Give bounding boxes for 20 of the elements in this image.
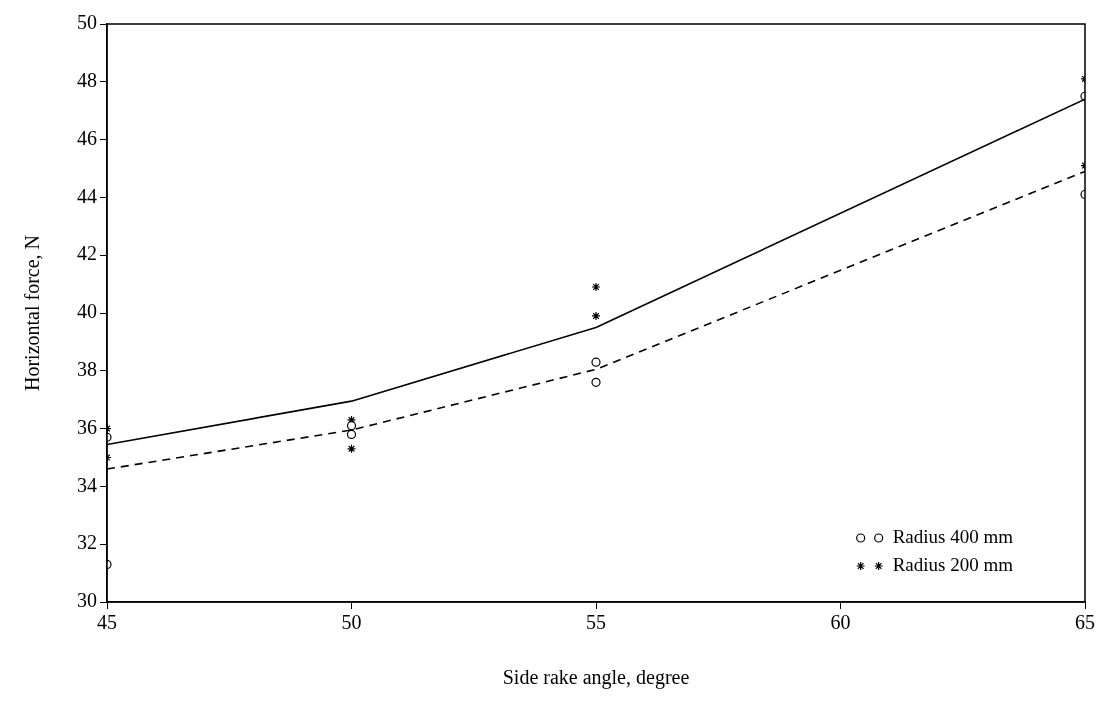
y-tick-label: 48 — [77, 69, 97, 92]
y-tick-label: 44 — [77, 184, 97, 207]
legend-label: Radius 400 mm — [892, 525, 1014, 547]
x-tick-label: 45 — [97, 611, 117, 634]
y-tick-label: 34 — [77, 473, 97, 496]
y-tick-label: 50 — [77, 11, 97, 34]
y-axis-title: Horizontal force, N — [21, 234, 44, 392]
legend-label: Radius 200 mm — [892, 553, 1014, 575]
x-tick-label: 60 — [830, 611, 851, 634]
x-tick-label: 50 — [341, 611, 362, 634]
y-tick-label: 42 — [77, 242, 97, 265]
x-axis-title: Side rake angle, degree — [502, 666, 690, 690]
x-tick-label: 55 — [586, 611, 606, 634]
y-tick-label: 30 — [77, 589, 97, 612]
y-tick-label: 40 — [77, 300, 97, 323]
y-tick-label: 46 — [77, 126, 97, 149]
y-tick-label: 32 — [77, 531, 97, 554]
x-tick-label: 65 — [1075, 611, 1095, 634]
y-tick-label: 36 — [77, 415, 97, 438]
y-tick-label: 38 — [77, 358, 97, 381]
